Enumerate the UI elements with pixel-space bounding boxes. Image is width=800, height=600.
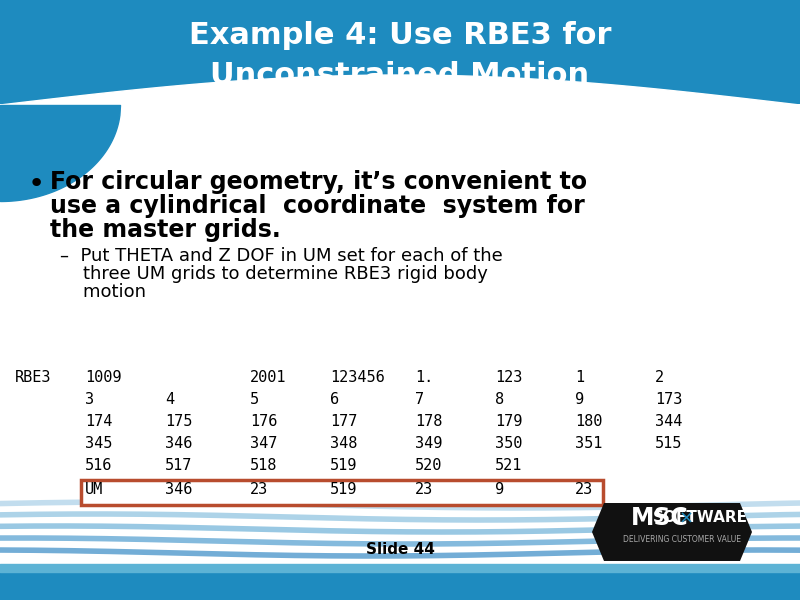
Text: 517: 517: [165, 458, 192, 473]
Text: 9: 9: [495, 482, 504, 497]
Text: Slide 44: Slide 44: [366, 542, 434, 557]
Text: 344: 344: [655, 414, 682, 429]
Text: 4: 4: [165, 392, 174, 407]
Text: 350: 350: [495, 436, 522, 451]
Text: 515: 515: [655, 436, 682, 451]
Text: 1.: 1.: [415, 370, 434, 385]
Text: 346: 346: [165, 482, 192, 497]
Text: the master grids.: the master grids.: [50, 218, 281, 242]
Text: 173: 173: [655, 392, 682, 407]
Text: 176: 176: [250, 414, 278, 429]
Text: RBE3: RBE3: [15, 370, 51, 385]
Text: 9: 9: [575, 392, 584, 407]
Bar: [81, 480, 603, 505]
Text: MSC: MSC: [631, 506, 689, 530]
Text: 177: 177: [330, 414, 358, 429]
Text: 7: 7: [415, 392, 424, 407]
Text: 175: 175: [165, 414, 192, 429]
Text: 518: 518: [250, 458, 278, 473]
Text: motion: motion: [60, 283, 146, 301]
Text: Unconstrained Motion: Unconstrained Motion: [210, 61, 590, 89]
Text: –  Put THETA and Z DOF in UM set for each of the: – Put THETA and Z DOF in UM set for each…: [60, 247, 502, 265]
Text: 23: 23: [415, 482, 434, 497]
Text: 1009: 1009: [85, 370, 122, 385]
Text: 178: 178: [415, 414, 442, 429]
Bar: [0, 0, 800, 105]
Text: 2: 2: [655, 370, 664, 385]
Text: 3: 3: [85, 392, 94, 407]
Text: 516: 516: [85, 458, 112, 473]
Polygon shape: [592, 503, 752, 561]
Text: 123: 123: [495, 370, 522, 385]
Text: UM: UM: [85, 482, 103, 497]
Text: use a cylindrical  coordinate  system for: use a cylindrical coordinate system for: [50, 194, 585, 218]
Text: $\times$: $\times$: [678, 509, 693, 527]
Text: DELIVERING CUSTOMER VALUE: DELIVERING CUSTOMER VALUE: [623, 535, 741, 545]
Text: 174: 174: [85, 414, 112, 429]
Text: 23: 23: [575, 482, 594, 497]
Text: 351: 351: [575, 436, 602, 451]
Text: 180: 180: [575, 414, 602, 429]
Text: 123456: 123456: [330, 370, 385, 385]
Text: 1: 1: [575, 370, 584, 385]
Text: SOFTWARE: SOFTWARE: [653, 511, 747, 526]
Text: 5: 5: [250, 392, 259, 407]
Text: 6: 6: [330, 392, 339, 407]
Text: Example 4: Use RBE3 for: Example 4: Use RBE3 for: [189, 20, 611, 49]
Text: 519: 519: [330, 458, 358, 473]
Text: 349: 349: [415, 436, 442, 451]
Text: 520: 520: [415, 458, 442, 473]
Text: 2001: 2001: [250, 370, 286, 385]
Text: 179: 179: [495, 414, 522, 429]
Text: •: •: [28, 170, 46, 198]
Text: For circular geometry, it’s convenient to: For circular geometry, it’s convenient t…: [50, 170, 587, 194]
Text: 23: 23: [250, 482, 268, 497]
Text: 347: 347: [250, 436, 278, 451]
Text: 345: 345: [85, 436, 112, 451]
Text: 8: 8: [495, 392, 504, 407]
Text: 519: 519: [330, 482, 358, 497]
Text: 348: 348: [330, 436, 358, 451]
Text: three UM grids to determine RBE3 rigid body: three UM grids to determine RBE3 rigid b…: [60, 265, 488, 283]
Text: 521: 521: [495, 458, 522, 473]
Text: 346: 346: [165, 436, 192, 451]
